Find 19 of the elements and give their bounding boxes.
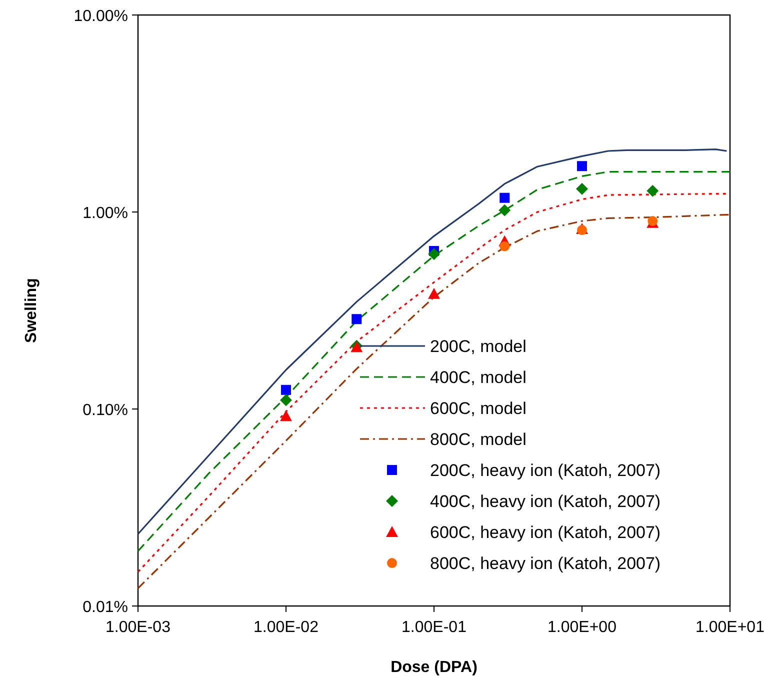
y-tick-label: 10.00% bbox=[74, 8, 128, 25]
x-axis-title: Dose (DPA) bbox=[390, 659, 478, 676]
y-tick-label: 1.00% bbox=[82, 205, 128, 222]
legend-label: 400C, model bbox=[430, 368, 526, 387]
x-tick-label: 1.00E-01 bbox=[402, 619, 467, 636]
legend-label: 200C, heavy ion (Katoh, 2007) bbox=[430, 461, 661, 480]
y-axis-title: Swelling bbox=[23, 278, 40, 343]
legend-label: 200C, model bbox=[430, 337, 526, 356]
y-tick-label: 0.10% bbox=[82, 402, 128, 419]
legend-label: 400C, heavy ion (Katoh, 2007) bbox=[430, 492, 661, 511]
x-tick-label: 1.00E-03 bbox=[106, 619, 171, 636]
x-tick-label: 1.00E+01 bbox=[696, 619, 765, 636]
x-tick-label: 1.00E+00 bbox=[548, 619, 617, 636]
legend-label: 600C, model bbox=[430, 399, 526, 418]
legend-label: 800C, heavy ion (Katoh, 2007) bbox=[430, 554, 661, 573]
legend-label: 800C, model bbox=[430, 430, 526, 449]
legend-label: 600C, heavy ion (Katoh, 2007) bbox=[430, 523, 661, 542]
y-tick-label: 0.01% bbox=[82, 599, 128, 616]
x-tick-label: 1.00E-02 bbox=[254, 619, 319, 636]
